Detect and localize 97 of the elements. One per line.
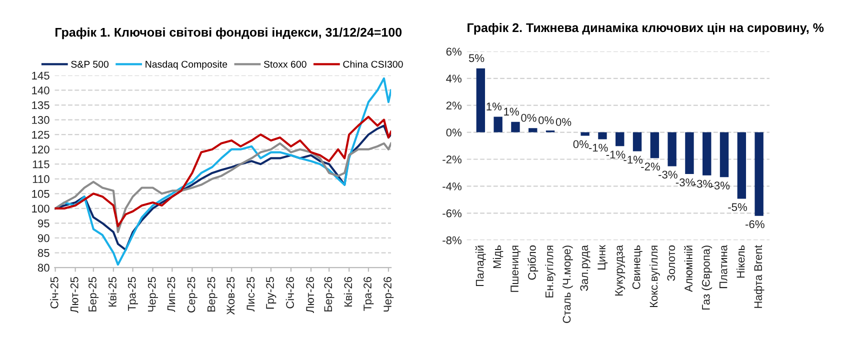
legend-label: Nasdaq Composite (146, 60, 228, 70)
x-tick-label: Гру-25 (266, 277, 276, 309)
y-tick-label: 85 (38, 249, 50, 257)
y-tick-label: 125 (32, 130, 50, 139)
bar (476, 68, 486, 132)
x-tick-label: Ен.вугілля (545, 246, 556, 298)
data-label: -6% (746, 220, 764, 228)
bar (702, 132, 712, 176)
data-label: 0% (538, 116, 554, 124)
x-tick-label: Кокс.вугілля (649, 246, 660, 308)
bar (616, 132, 624, 146)
x-tick-label: Свинець (632, 245, 642, 289)
y-tick-label: 110 (32, 175, 50, 184)
bar (528, 128, 538, 132)
y-tick-label: 80 (38, 264, 50, 272)
x-tick-label: Бер-25 (88, 277, 99, 312)
data-label: 0% (573, 140, 589, 148)
x-tick-label: Чер-25 (148, 277, 158, 312)
x-tick-label: Тра-25 (128, 277, 138, 311)
x-tick-label: Лис-25 (246, 277, 255, 312)
bar (650, 132, 660, 158)
y-tick-label: 6% (446, 48, 462, 56)
y-tick-label: 120 (32, 146, 50, 154)
line-series (54, 142, 392, 234)
x-tick-label: Цинк (598, 244, 608, 270)
data-label: -1% (588, 144, 608, 152)
y-tick-label: -6% (442, 209, 462, 218)
y-tick-label: 100 (32, 204, 50, 213)
y-tick-label: 140 (32, 86, 50, 94)
x-tick-label: Паладій (475, 246, 486, 286)
bar (580, 132, 590, 136)
chart-title: Графік 2. Тижнева динаміка ключових цін на сировину, % (468, 22, 824, 35)
line-series (54, 116, 392, 228)
data-label: -1% (624, 156, 643, 164)
data-label: -3% (710, 182, 730, 190)
y-tick-label: 2% (446, 102, 462, 110)
bar (685, 132, 694, 174)
x-tick-label: Вер-25 (207, 277, 218, 312)
x-tick-label: Срібло (528, 245, 538, 280)
x-tick-label: Пшениця (510, 246, 521, 292)
x-tick-label: Кві-26 (344, 277, 352, 307)
legend-label: Stoxx 600 (264, 60, 306, 68)
data-label: -2% (641, 162, 660, 170)
y-tick-label: 115 (32, 160, 50, 168)
data-label: 1% (504, 108, 519, 116)
data-label: -5% (728, 203, 747, 212)
x-tick-label: Сталь (Ч.море) (562, 246, 573, 323)
bar (668, 132, 676, 166)
bar (494, 116, 502, 132)
data-label: 0% (556, 118, 572, 126)
y-tick-label: 130 (32, 116, 50, 124)
data-label: -3% (658, 170, 678, 179)
data-label: -3% (676, 178, 695, 186)
x-tick-label: Платина (720, 244, 728, 288)
x-tick-label: Лют-26 (306, 277, 314, 313)
x-tick-label: Нікель (736, 245, 745, 278)
data-label: 5% (468, 54, 484, 62)
y-tick-label: 4% (446, 74, 462, 82)
x-tick-label: Алюміній (684, 246, 692, 292)
bar (754, 132, 764, 216)
x-tick-label: Січ-25 (50, 277, 58, 308)
x-tick-label: Тра-26 (364, 277, 374, 311)
x-tick-label: Газ (Європа) (702, 246, 712, 310)
x-tick-label: Мідь (492, 245, 504, 268)
y-tick-label: 145 (32, 72, 50, 80)
y-tick-label: -4% (442, 182, 462, 190)
bar (632, 132, 642, 152)
y-tick-label: 90 (38, 234, 50, 242)
data-label: 0% (521, 114, 536, 122)
x-tick-label: Кукурудза (615, 244, 626, 296)
bar (511, 122, 520, 132)
x-tick-label: Жов-25 (226, 277, 235, 315)
y-tick-label: 105 (32, 190, 50, 198)
legend-label: China CSI300 (343, 60, 403, 68)
x-tick-label: Бер-26 (324, 277, 334, 312)
y-tick-label: -2% (442, 156, 462, 164)
x-tick-label: Лип-25 (167, 277, 176, 312)
x-tick-label: Лют-25 (70, 277, 78, 313)
bar (720, 132, 729, 178)
y-tick-label: 135 (32, 101, 50, 110)
x-tick-label: Сер-25 (187, 277, 198, 312)
x-tick-label: Чер-26 (384, 277, 394, 312)
y-tick-label: 0% (446, 128, 462, 136)
y-tick-label: -8% (442, 236, 462, 244)
y-tick-label: 95 (38, 219, 50, 228)
x-tick-label: Січ-26 (286, 277, 294, 308)
x-tick-label: Кві-25 (108, 277, 116, 307)
data-label: -3% (693, 180, 712, 188)
bar (737, 132, 746, 199)
x-tick-label: Зал.руда (580, 244, 590, 291)
legend-label: S&P 500 (71, 60, 109, 68)
data-label: -1% (606, 150, 626, 158)
x-tick-label: Нафта Brent (754, 245, 764, 308)
data-label: 1% (486, 102, 502, 110)
bar (598, 132, 607, 140)
chart-title: Графік 1. Ключові світові фондові індекси, 31/12/24=100 (56, 28, 402, 40)
x-tick-label: Золото (667, 245, 676, 281)
